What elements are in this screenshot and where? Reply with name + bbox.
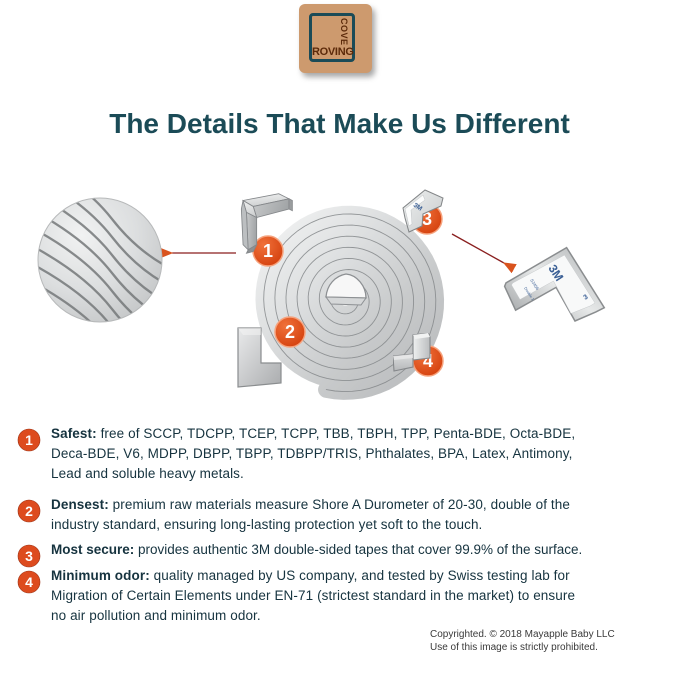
svg-text:1: 1 (25, 432, 33, 448)
svg-text:4: 4 (25, 574, 33, 590)
svg-text:2: 2 (25, 503, 33, 519)
svg-text:3: 3 (25, 548, 33, 564)
